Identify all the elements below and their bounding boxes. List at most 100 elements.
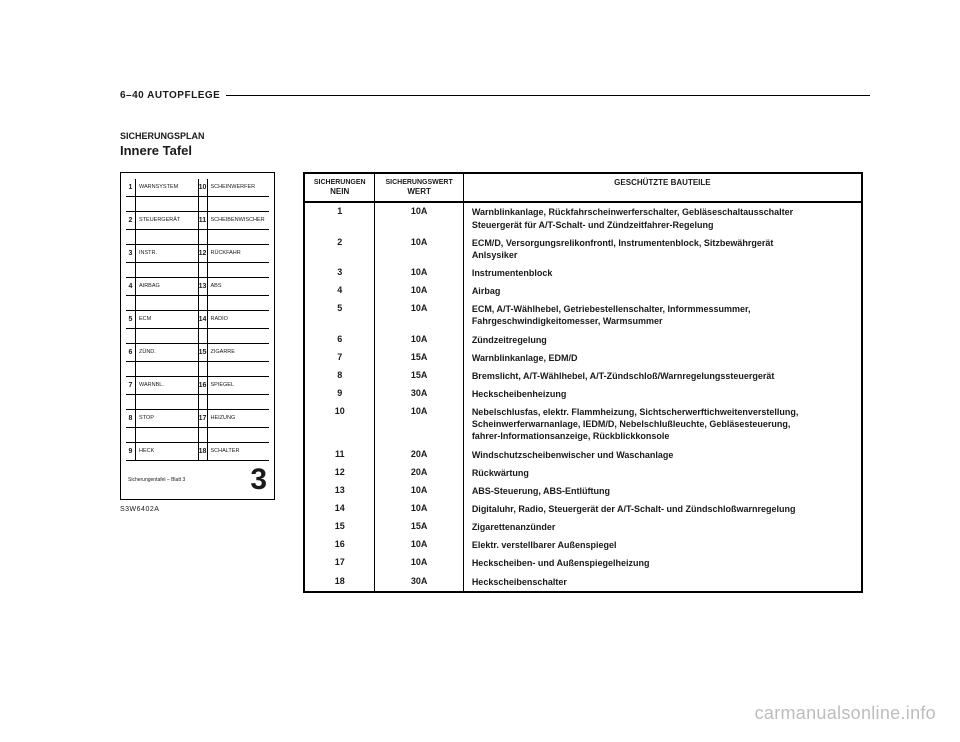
cell-desc: Nebelschlusfas, elektr. Flammheizung, Si… [463, 403, 862, 445]
th-number-line1: SICHERUNGEN [309, 178, 370, 187]
fusebox-footer-text: Sicherungentafel – Blatt 3 [128, 477, 185, 483]
table-row: 1710AHeckscheiben- und Außenspiegelheizu… [304, 554, 862, 572]
th-value: SICHERUNGSWERT WERT [375, 173, 463, 202]
table-row: 1120AWindschutzscheibenwischer und Wasch… [304, 446, 862, 464]
fusebox-cell-label: SCHEIBENWISCHER [208, 212, 270, 230]
cell-desc: Elektr. verstellbarer Außenspiegel [463, 536, 862, 554]
fusebox-cell-num [126, 197, 136, 212]
fusebox-cell-label [208, 296, 270, 311]
cell-number: 13 [304, 482, 375, 500]
cell-value: 20A [375, 464, 463, 482]
cell-number: 11 [304, 446, 375, 464]
fusebox-cell-label [136, 362, 198, 377]
cell-desc: Warnblinkanlage, Rückfahrscheinwerfersch… [463, 202, 862, 233]
cell-desc: ECM/D, Versorgungsrelikonfrontl, Instrum… [463, 234, 862, 264]
fusebox-cell-label: SPIEGEL [208, 377, 270, 395]
page-header-text: 6–40 AUTOPFLEGE [120, 90, 220, 101]
header-rule [226, 95, 870, 96]
cell-number: 6 [304, 331, 375, 349]
cell-value: 10A [375, 331, 463, 349]
cell-number: 7 [304, 349, 375, 367]
cell-value: 10A [375, 264, 463, 282]
fusebox-cell-num: 10 [198, 179, 208, 197]
cell-value: 15A [375, 349, 463, 367]
fusebox-cell-num: 5 [126, 311, 136, 329]
fusebox-cell-num: 15 [198, 344, 208, 362]
fusebox-cell-label: RÜCKFAHR [208, 245, 270, 263]
cell-value: 20A [375, 446, 463, 464]
fusebox-cell-label [136, 197, 198, 212]
cell-number: 18 [304, 573, 375, 592]
fusebox-cell-label: RADIO [208, 311, 270, 329]
fusebox-frame: 1WARNSYSTEM10SCHEINWERFER2STEUERGERÄT11S… [120, 172, 275, 500]
fusebox-cell-num [198, 197, 208, 212]
fusebox-cell-num [198, 263, 208, 278]
cell-desc: Rückwärtung [463, 464, 862, 482]
fusebox-cell-num: 12 [198, 245, 208, 263]
fusebox-cell-num: 16 [198, 377, 208, 395]
table-row: 1410ADigitaluhr, Radio, Steuergerät der … [304, 500, 862, 518]
th-value-line2: WERT [379, 187, 458, 197]
table-row: 1610AElektr. verstellbarer Außenspiegel [304, 536, 862, 554]
fuse-table-body: 110AWarnblinkanlage, Rückfahrscheinwerfe… [304, 202, 862, 591]
table-row: 110AWarnblinkanlage, Rückfahrscheinwerfe… [304, 202, 862, 233]
cell-number: 17 [304, 554, 375, 572]
cell-number: 8 [304, 367, 375, 385]
fusebox-cell-label [208, 395, 270, 410]
cell-desc: Zigarettenanzünder [463, 518, 862, 536]
cell-desc: Bremslicht, A/T-Wählhebel, A/T-Zündschlo… [463, 367, 862, 385]
fuse-table-head: SICHERUNGEN NEIN SICHERUNGSWERT WERT GES… [304, 173, 862, 202]
section-overline: SICHERUNGSPLAN [120, 131, 870, 141]
fusebox-cell-label: ZÜND. [136, 344, 198, 362]
fusebox-cell-label [136, 329, 198, 344]
cell-desc: Zündzeitregelung [463, 331, 862, 349]
fusebox-cell-label: SCHEINWERFER [208, 179, 270, 197]
cell-desc: ABS-Steuerung, ABS-Entlüftung [463, 482, 862, 500]
page: 6–40 AUTOPFLEGE SICHERUNGSPLAN Innere Ta… [0, 0, 960, 742]
th-number-line2: NEIN [309, 187, 370, 197]
table-row: 815ABremslicht, A/T-Wählhebel, A/T-Zünds… [304, 367, 862, 385]
diagram-code: S3W6402A [120, 506, 275, 513]
cell-value: 10A [375, 500, 463, 518]
cell-desc: Airbag [463, 282, 862, 300]
table-row: 1830AHeckscheibenschalter [304, 573, 862, 592]
cell-value: 10A [375, 536, 463, 554]
fusebox-cell-num: 6 [126, 344, 136, 362]
cell-value: 30A [375, 573, 463, 592]
fusebox-cell-num: 2 [126, 212, 136, 230]
table-row: 715AWarnblinkanlage, EDM/D [304, 349, 862, 367]
fusebox-cell-num: 8 [126, 410, 136, 428]
table-row: 1220ARückwärtung [304, 464, 862, 482]
fusebox-cell-label [136, 395, 198, 410]
cell-number: 2 [304, 234, 375, 264]
fusebox-cell-num: 18 [198, 443, 208, 461]
table-row: 1515AZigarettenanzünder [304, 518, 862, 536]
fusebox-cell-label [208, 263, 270, 278]
cell-value: 15A [375, 518, 463, 536]
cell-desc: Digitaluhr, Radio, Steuergerät der A/T-S… [463, 500, 862, 518]
cell-value: 10A [375, 282, 463, 300]
cell-desc: Heckscheibenheizung [463, 385, 862, 403]
fusebox-grid: 1WARNSYSTEM10SCHEINWERFER2STEUERGERÄT11S… [126, 179, 269, 461]
table-row: 510AECM, A/T-Wählhebel, Getriebestellens… [304, 300, 862, 330]
fusebox-cell-label [136, 230, 198, 245]
watermark: carmanualsonline.info [755, 703, 936, 724]
table-row: 1010ANebelschlusfas, elektr. Flammheizun… [304, 403, 862, 445]
fusebox-cell-num [198, 329, 208, 344]
fusebox-cell-num [126, 362, 136, 377]
fusebox-cell-num: 11 [198, 212, 208, 230]
cell-desc: Warnblinkanlage, EDM/D [463, 349, 862, 367]
table-row: 930AHeckscheibenheizung [304, 385, 862, 403]
fusebox-cell-label: AIRBAG [136, 278, 198, 296]
fusebox-cell-num [126, 296, 136, 311]
fusebox-cell-label [208, 329, 270, 344]
cell-value: 30A [375, 385, 463, 403]
fusebox-cell-num [126, 428, 136, 443]
cell-number: 15 [304, 518, 375, 536]
cell-desc: Heckscheibenschalter [463, 573, 862, 592]
fusebox-cell-label [136, 296, 198, 311]
table-row: 310AInstrumentenblock [304, 264, 862, 282]
fusebox-cell-label [208, 197, 270, 212]
fuse-table: SICHERUNGEN NEIN SICHERUNGSWERT WERT GES… [303, 172, 863, 593]
fusebox-cell-num: 1 [126, 179, 136, 197]
